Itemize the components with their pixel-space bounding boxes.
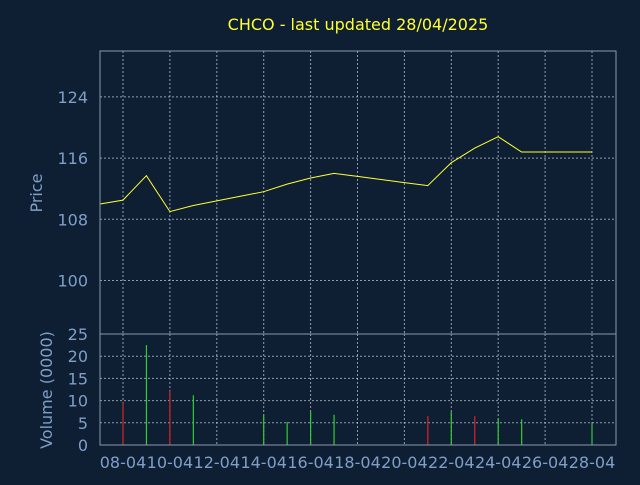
volume-tick-label: 15 [68, 369, 88, 388]
price-line [99, 136, 592, 213]
volume-tick-label: 25 [68, 325, 88, 344]
x-tick-label: 24-04 [475, 453, 522, 472]
x-tick-label: 10-04 [147, 453, 194, 472]
volume-bars [122, 345, 593, 445]
volume-tick-label: 20 [68, 347, 88, 366]
volume-tick-label: 5 [78, 414, 88, 433]
volume-y-ticks: 0 5 10 15 20 25 [68, 325, 88, 455]
price-tick-label: 100 [57, 271, 88, 290]
x-axis-ticks: 08-04 10-04 12-04 14-04 16-04 18-04 20-04 22-04… [100, 453, 616, 472]
chart-title: CHCO - last updated 28/04/2025 [228, 15, 489, 34]
x-tick-label: 12-04 [194, 453, 241, 472]
volume-gridlines [100, 333, 616, 446]
price-gridlines [100, 51, 616, 334]
price-axis-label: Price [27, 173, 46, 212]
volume-tick-label: 10 [68, 392, 88, 411]
x-tick-label: 14-04 [240, 453, 287, 472]
x-tick-label: 26-04 [522, 453, 569, 472]
volume-panel-frame [99, 333, 617, 446]
x-tick-label: 22-04 [428, 453, 475, 472]
x-tick-label: 16-04 [287, 453, 334, 472]
price-series [99, 136, 592, 213]
x-tick-label: 20-04 [381, 453, 428, 472]
price-tick-label: 108 [57, 210, 88, 229]
volume-tick-label: 0 [78, 436, 88, 455]
price-tick-label: 124 [57, 88, 88, 107]
x-tick-label: 28-04 [569, 453, 616, 472]
price-y-ticks: 100 108 116 124 [57, 88, 88, 291]
x-tick-label: 08-04 [100, 453, 147, 472]
price-tick-label: 116 [57, 149, 88, 168]
x-tick-label: 18-04 [334, 453, 381, 472]
volume-axis-label: Volume (0000) [37, 331, 56, 449]
